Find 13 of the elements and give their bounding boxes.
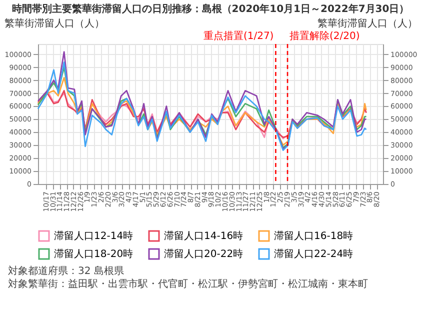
text: 対象繁華街：益田駅・出雲市駅・代官町・松江駅・伊勢宮町・松江城南・東本町: [8, 278, 368, 290]
text: 対象都道府県：32 島根県: [8, 265, 124, 277]
ref-line-label: 措置解除(2/20): [290, 30, 360, 42]
legend-label: 滞留人口14-16時: [164, 230, 244, 242]
y2-axis-title: 繁華街滞留人口（人）: [318, 18, 418, 30]
legend-label: 滞留人口20-22時: [164, 248, 244, 260]
legend-label: 滞留人口16-18時: [274, 230, 354, 242]
y-axis-title: 繁華街滞留人口（人）: [4, 18, 104, 30]
legend-label: 滞留人口22-24時: [274, 248, 354, 260]
ref-line-label: 重点措置(1/27): [203, 30, 274, 42]
chart-title: 時間帯別主要繁華街滞留人口の日別推移：島根（2020年10月1日～2022年7月30日）: [12, 3, 410, 15]
legend-label: 滞留人口12-14時: [54, 230, 134, 242]
legend-label: 滞留人口18-20時: [54, 248, 134, 260]
